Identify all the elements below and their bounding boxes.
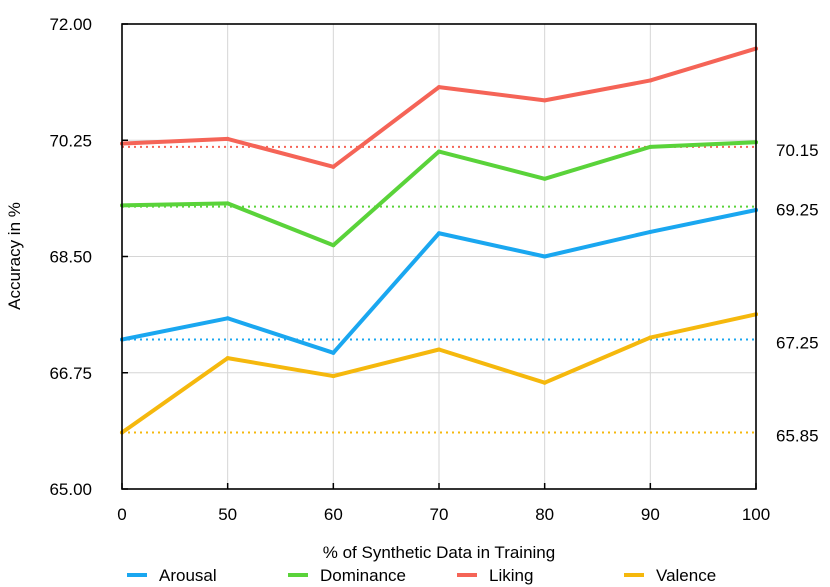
data-point-valence <box>437 347 441 352</box>
reference-labels: 70.15 69.25 67.25 65.85 <box>776 141 819 446</box>
reference-label-70.15: 70.15 <box>776 141 819 160</box>
x-tick-label: 90 <box>641 505 660 524</box>
data-point-dominance <box>437 149 441 154</box>
x-axis-title: % of Synthetic Data in Training <box>323 543 555 562</box>
x-tick-label: 70 <box>430 505 449 524</box>
y-axis-title: Accuracy in % <box>5 202 24 310</box>
x-tick-label: 100 <box>742 505 770 524</box>
data-point-dominance <box>542 176 547 181</box>
data-point-arousal <box>437 231 441 236</box>
reference-label-69.25: 69.25 <box>776 201 819 220</box>
data-point-dominance <box>331 243 336 248</box>
y-tick-label: 66.75 <box>49 364 92 383</box>
x-axis: 0 50 60 70 80 90 100 <box>117 483 770 524</box>
legend-label-liking: Liking <box>489 566 533 585</box>
legend-label-valence: Valence <box>656 566 716 585</box>
grid <box>122 24 756 489</box>
data-point-arousal <box>648 229 653 234</box>
data-point-liking <box>542 98 547 103</box>
data-point-arousal <box>225 316 230 321</box>
data-point-liking <box>331 164 336 169</box>
x-tick-label: 60 <box>324 505 343 524</box>
legend: Arousal Dominance Liking Valence <box>127 566 716 585</box>
legend-label-dominance: Dominance <box>320 566 406 585</box>
y-tick-label: 68.50 <box>49 248 92 267</box>
y-tick-label: 72.00 <box>49 15 92 34</box>
data-point-liking <box>648 78 653 83</box>
data-point-valence <box>225 356 230 361</box>
data-point-valence <box>542 380 547 385</box>
x-tick-label: 80 <box>535 505 554 524</box>
series-group <box>120 46 758 435</box>
data-point-dominance <box>648 144 653 149</box>
data-point-liking <box>437 85 441 90</box>
data-point-valence <box>648 335 653 340</box>
data-point-dominance <box>225 201 230 206</box>
x-tick-label: 0 <box>117 505 126 524</box>
reference-label-65.85: 65.85 <box>776 427 819 446</box>
y-tick-label: 70.25 <box>49 131 92 150</box>
data-point-arousal <box>542 254 547 259</box>
reference-label-67.25: 67.25 <box>776 334 819 353</box>
data-point-liking <box>225 136 230 141</box>
data-point-valence <box>331 374 336 379</box>
x-tick-label: 50 <box>218 505 237 524</box>
y-axis: 65.00 66.75 68.50 70.25 72.00 <box>49 15 128 499</box>
legend-label-arousal: Arousal <box>159 566 217 585</box>
y-tick-label: 65.00 <box>49 480 92 499</box>
data-point-arousal <box>331 350 336 355</box>
